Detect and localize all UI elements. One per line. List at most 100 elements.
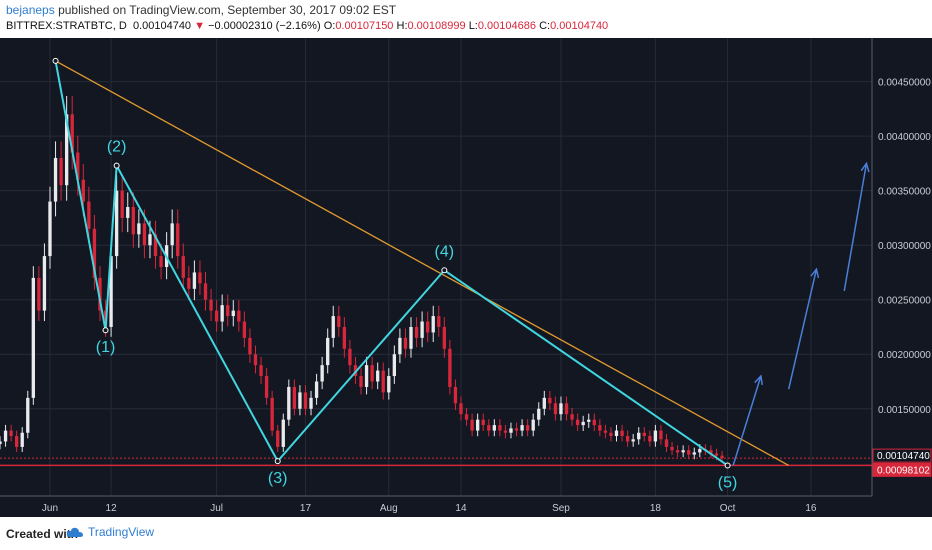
candle-body-27 [148, 234, 152, 246]
candle-body-48 [264, 376, 269, 398]
x-tick-label-0: Jun [42, 503, 58, 514]
candle-body-101 [559, 403, 563, 415]
high-value: 0.00108999 [407, 20, 466, 32]
candle-body-75 [414, 326, 419, 338]
candle-body-46 [253, 354, 258, 366]
price-chart[interactable]: (1) (2) (3) (4) (5) 0.00450000 0.00400000 0.003… [0, 38, 932, 517]
candle-body-8 [42, 256, 47, 311]
candle-body-125 [692, 452, 696, 455]
candle-body-40 [220, 305, 224, 322]
candle-body-119 [659, 430, 663, 440]
candle-body-124 [687, 450, 691, 455]
x-tick-label-2: Jul [210, 503, 223, 514]
candle-body-16 [87, 201, 91, 229]
candle-body-9 [48, 201, 52, 257]
candle-body-37 [203, 283, 208, 300]
trendline [55, 60, 790, 467]
candle-body-50 [276, 430, 280, 447]
candle-body-18 [98, 277, 102, 311]
candle-body-61 [337, 316, 341, 327]
candle-body-43 [237, 310, 241, 322]
chart-area[interactable]: (1) (2) (3) (4) (5) 0.00450000 0.00400000 0.003… [0, 38, 932, 517]
candle-body-74 [409, 326, 413, 349]
candle-body-47 [259, 365, 263, 377]
candle-body-97 [537, 408, 541, 420]
candle-body-13 [70, 114, 74, 153]
candle-body-56 [309, 397, 313, 409]
tradingview-brand[interactable]: TradingView [66, 525, 154, 539]
projection-arrow-0 [732, 375, 762, 466]
wave-label-3: (3) [268, 470, 288, 487]
candle-body-21 [114, 190, 119, 257]
candle-body-39 [214, 310, 219, 322]
candle-body-77 [426, 321, 430, 333]
x-tick-label-8: Oct [720, 503, 736, 514]
candle-body-63 [348, 348, 352, 366]
candle-body-98 [542, 397, 546, 409]
candle-body-81 [448, 348, 452, 387]
chart-footer: Created with TradingView [0, 517, 932, 550]
wave-point-2 [113, 162, 120, 169]
candle-body-106 [587, 419, 591, 422]
candle-body-52 [287, 386, 291, 420]
y-tick-label-5: 0.00200000 [878, 350, 931, 361]
candle-body-123 [681, 450, 685, 453]
candle-body-120 [664, 439, 669, 447]
candle-body-85 [470, 419, 474, 431]
candle-body-0 [0, 441, 2, 445]
candle-body-92 [509, 428, 513, 433]
high-label: H: [396, 20, 408, 32]
projection-arrowhead-2 [860, 161, 870, 173]
price-label-box-0 [872, 448, 932, 463]
y-tick-label-2: 0.00350000 [878, 187, 931, 198]
candle-body-73 [403, 337, 408, 349]
tradingview-label: TradingView [88, 525, 155, 539]
wave-label-4: (4) [435, 243, 455, 260]
candle-body-17 [92, 228, 97, 278]
candle-body-35 [192, 272, 197, 289]
x-tick-label-9: 16 [805, 503, 817, 514]
candle-body-130 [720, 455, 724, 459]
candle-body-121 [670, 446, 674, 451]
candle-body-36 [198, 272, 202, 284]
projection-arrowhead-1 [810, 267, 820, 279]
candle-body-7 [37, 277, 41, 311]
projection-arrowhead-0 [754, 374, 763, 386]
candle-body-11 [59, 157, 63, 186]
candle-body-59 [326, 337, 330, 366]
candle-body-15 [81, 179, 85, 202]
candle-body-31 [170, 223, 174, 246]
candle-body-20 [109, 256, 113, 327]
candle-body-83 [459, 403, 463, 415]
candle-body-108 [598, 425, 602, 431]
cloud-logo-icon [66, 527, 83, 537]
candle-body-99 [548, 397, 552, 404]
candle-body-22 [120, 190, 124, 218]
x-tick-label-6: Sep [552, 503, 570, 514]
wave-label-2: (2) [107, 139, 127, 156]
candle-body-6 [31, 277, 35, 398]
candle-body-29 [159, 256, 163, 267]
x-tick-label-4: Aug [380, 503, 398, 514]
candle-body-3 [14, 436, 19, 447]
candle-body-95 [525, 425, 530, 431]
candle-body-67 [370, 365, 374, 382]
candle-body-87 [481, 419, 485, 426]
candle-body-69 [381, 370, 385, 393]
candle-body-34 [187, 277, 191, 289]
candle-body-82 [453, 386, 458, 404]
wave-point-1 [102, 327, 109, 334]
author-link[interactable]: bejaneps [6, 3, 55, 17]
candle-body-100 [553, 403, 558, 415]
candle-body-10 [53, 157, 58, 202]
candle-body-71 [392, 354, 397, 377]
candle-body-93 [514, 428, 519, 431]
candle-body-118 [653, 430, 658, 442]
low-label: L: [468, 20, 478, 32]
candle-body-107 [592, 419, 596, 426]
price-change: −0.00002310 (−2.16%) [208, 20, 321, 32]
published-text: published on TradingView.com, September … [58, 3, 397, 17]
symbol-label: BITTREX:STRATBTC, D [6, 20, 127, 32]
candle-body-122 [675, 450, 680, 453]
candle-body-115 [637, 432, 641, 440]
